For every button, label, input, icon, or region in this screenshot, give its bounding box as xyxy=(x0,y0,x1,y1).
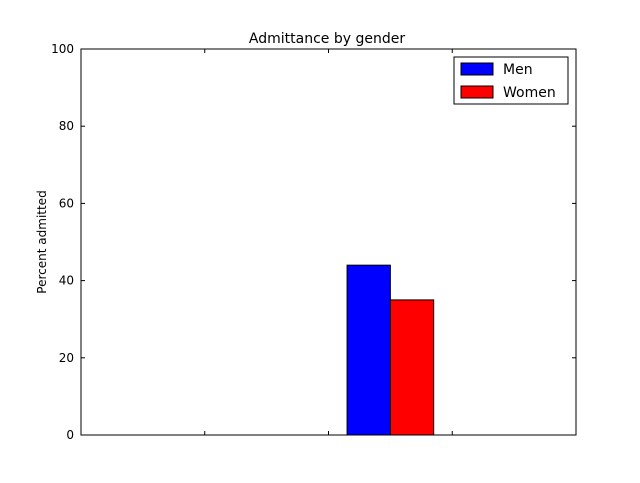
legend-swatch-women xyxy=(460,85,494,99)
y-tick-label-4: 80 xyxy=(59,119,74,133)
legend-label-men: Men xyxy=(503,62,533,78)
y-tick-label-1: 20 xyxy=(59,351,74,365)
plot-frame xyxy=(80,48,577,436)
legend: Men Women xyxy=(453,56,569,105)
y-tick-label-5: 100 xyxy=(51,42,74,56)
chart-title: Admittance by gender xyxy=(249,31,405,47)
legend-label-women: Women xyxy=(503,85,556,101)
y-tick-label-0: 0 xyxy=(66,428,74,442)
y-tick-label-2: 40 xyxy=(59,274,74,288)
y-tick-label-3: 60 xyxy=(59,196,74,210)
bars-group xyxy=(346,264,435,436)
bar-men-2 xyxy=(346,264,391,436)
legend-swatch-men xyxy=(460,62,494,76)
y-axis-label: Percent admitted xyxy=(35,190,49,293)
bar-women-2 xyxy=(389,299,435,436)
